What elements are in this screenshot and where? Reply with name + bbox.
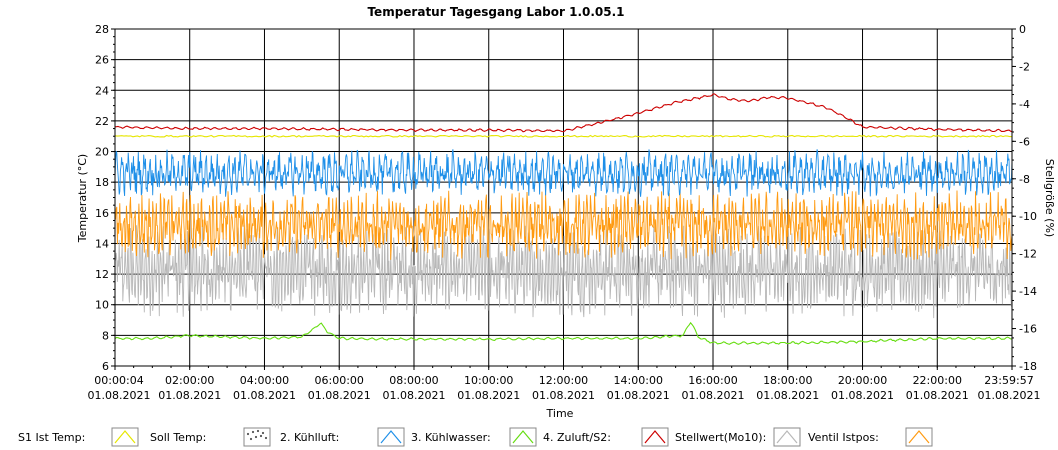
y2-axis-label: Stellgröße (%) <box>1043 159 1056 237</box>
x-tick-date: 01.08.2021 <box>457 389 520 402</box>
x-tick-time: 04:00:00 <box>240 374 289 387</box>
x-tick-time: 18:00:00 <box>763 374 812 387</box>
y-tick-label: 26 <box>95 54 109 67</box>
y-tick-label: 6 <box>102 360 109 373</box>
y-axis-label: Temperatur (°C) <box>76 154 89 243</box>
legend-label: Ventil Istpos: <box>808 431 879 444</box>
x-tick-time: 12:00:00 <box>539 374 588 387</box>
legend-label: 4. Zuluft/S2: <box>543 431 611 444</box>
x-tick-time: 22:00:00 <box>913 374 962 387</box>
grid-lines <box>114 28 1013 367</box>
legend-line-icon <box>380 430 402 444</box>
x-tick-date: 01.08.2021 <box>682 389 745 402</box>
y-axis-right: -18 -16 -14 -12 -10 -8 -6 -4 -2 0 <box>1012 23 1037 373</box>
x-tick-date: 01.08.2021 <box>831 389 894 402</box>
x-axis-label: Time <box>546 407 574 420</box>
x-tick-date: 01.08.2021 <box>607 389 670 402</box>
chart-title: Temperatur Tagesgang Labor 1.0.05.1 <box>367 5 624 19</box>
y-tick-label: 18 <box>95 176 109 189</box>
legend-line-icon <box>776 430 798 444</box>
x-tick-date: 01.08.2021 <box>906 389 969 402</box>
legend-swatch <box>905 427 933 447</box>
x-tick-time: 16:00:00 <box>688 374 737 387</box>
y2-tick-label: -4 <box>1019 98 1030 111</box>
legend-dots-icon <box>246 429 268 441</box>
legend-label: 2. Kühlluft: <box>280 431 339 444</box>
y-tick-label: 14 <box>95 237 109 250</box>
x-tick-date: 01.08.2021 <box>978 389 1041 402</box>
x-tick-time: 02:00:00 <box>165 374 214 387</box>
legend-label: Soll Temp: <box>150 431 206 444</box>
x-tick-date: 01.08.2021 <box>382 389 445 402</box>
legend: S1 Ist Temp: Soll Temp: 2. Kühlluft: 3. Küh… <box>18 427 933 447</box>
x-tick-date: 01.08.2021 <box>88 389 151 402</box>
x-tick-time: 10:00:00 <box>464 374 513 387</box>
y2-tick-label: 0 <box>1019 23 1026 36</box>
y-tick-label: 16 <box>95 207 109 220</box>
legend-swatch <box>111 427 139 447</box>
x-tick-date: 01.08.2021 <box>308 389 371 402</box>
x-tick-date: 01.08.2021 <box>532 389 595 402</box>
y-tick-label: 10 <box>95 299 109 312</box>
y-tick-label: 8 <box>102 329 109 342</box>
series-line <box>114 149 1013 197</box>
series-line <box>114 93 1013 133</box>
legend-swatch <box>641 427 669 447</box>
legend-swatch <box>773 427 801 447</box>
y-tick-label: 28 <box>95 23 109 36</box>
series-line <box>114 190 1013 260</box>
y-tick-label: 24 <box>95 84 109 97</box>
legend-label: S1 Ist Temp: <box>18 431 85 444</box>
legend-swatch <box>509 427 537 447</box>
legend-line-icon <box>644 430 666 444</box>
y2-tick-label: -16 <box>1019 323 1037 336</box>
y-axis-left: 6 8 10 12 14 16 18 20 22 24 26 28 <box>95 23 115 373</box>
x-tick-time: 00:00:04 <box>94 374 143 387</box>
legend-line-icon <box>512 430 534 444</box>
legend-line-icon <box>908 430 930 444</box>
y2-tick-label: -14 <box>1019 285 1037 298</box>
x-tick-time: 06:00:00 <box>315 374 364 387</box>
x-tick-time: 20:00:00 <box>838 374 887 387</box>
y2-tick-label: -2 <box>1019 60 1030 73</box>
x-tick-date: 01.08.2021 <box>158 389 221 402</box>
y-tick-label: 22 <box>95 115 109 128</box>
y2-tick-label: -12 <box>1019 248 1037 261</box>
y2-tick-label: -6 <box>1019 135 1030 148</box>
y2-tick-label: -10 <box>1019 210 1037 223</box>
series-line <box>114 321 1013 345</box>
x-tick-time: 23:59:57 <box>984 374 1033 387</box>
series-layer <box>114 93 1013 345</box>
legend-label: Stellwert(Mo10): <box>675 431 766 444</box>
x-tick-time: 14:00:00 <box>614 374 663 387</box>
y-tick-label: 20 <box>95 146 109 159</box>
x-tick-date: 01.08.2021 <box>233 389 296 402</box>
series-line <box>114 224 1013 319</box>
legend-label: 3. Kühlwasser: <box>411 431 491 444</box>
legend-swatch <box>377 427 405 447</box>
x-tick-date: 01.08.2021 <box>756 389 819 402</box>
series-line <box>114 134 1012 138</box>
y2-tick-label: -18 <box>1019 360 1037 373</box>
x-axis: 00:00:04 01.08.2021 02:00:00 01.08.2021 04:0… <box>88 366 1041 402</box>
legend-line-icon <box>114 430 136 444</box>
y-tick-label: 12 <box>95 268 109 281</box>
y2-tick-label: -8 <box>1019 173 1030 186</box>
x-tick-time: 08:00:00 <box>389 374 438 387</box>
